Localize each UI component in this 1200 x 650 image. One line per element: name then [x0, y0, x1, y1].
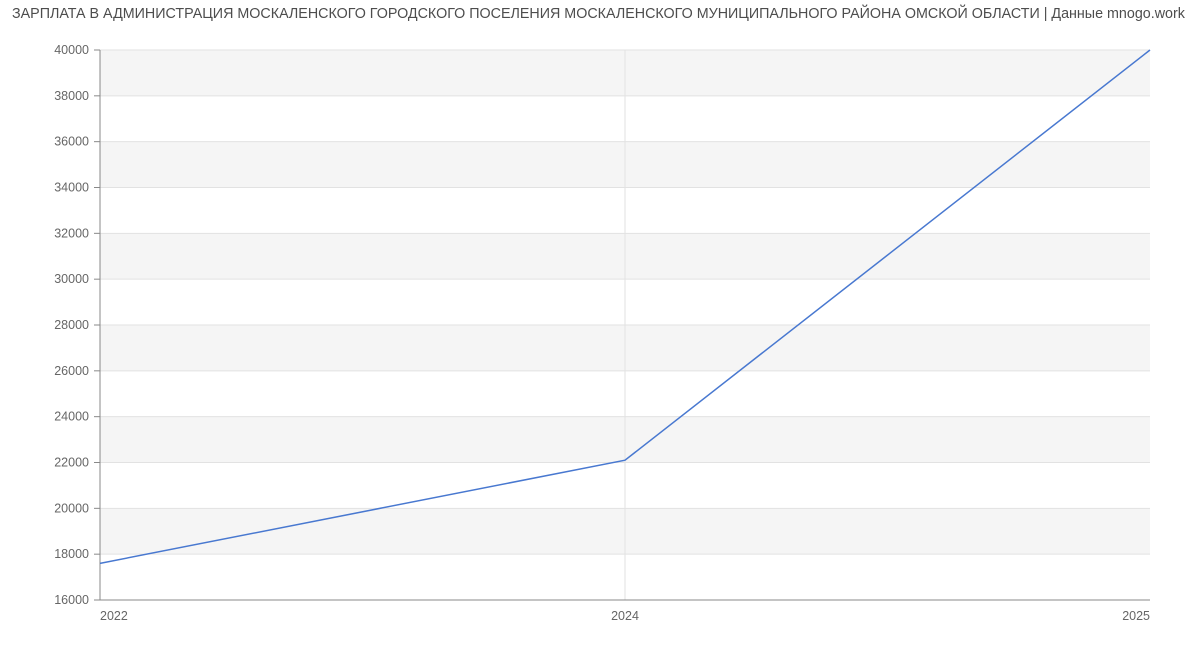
svg-text:24000: 24000	[54, 410, 89, 424]
svg-text:26000: 26000	[54, 364, 89, 378]
svg-text:22000: 22000	[54, 456, 89, 470]
svg-text:2025: 2025	[1122, 609, 1150, 623]
svg-text:16000: 16000	[54, 593, 89, 607]
svg-text:20000: 20000	[54, 501, 89, 515]
svg-text:28000: 28000	[54, 318, 89, 332]
svg-text:2022: 2022	[100, 609, 128, 623]
svg-text:2024: 2024	[611, 609, 639, 623]
svg-text:38000: 38000	[54, 89, 89, 103]
svg-text:40000: 40000	[54, 43, 89, 57]
svg-text:18000: 18000	[54, 547, 89, 561]
svg-text:30000: 30000	[54, 272, 89, 286]
svg-text:32000: 32000	[54, 226, 89, 240]
svg-text:34000: 34000	[54, 181, 89, 195]
svg-text:36000: 36000	[54, 135, 89, 149]
